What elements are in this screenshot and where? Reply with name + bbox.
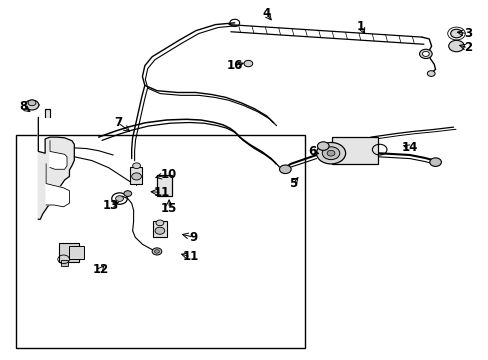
Text: 11: 11	[153, 186, 170, 199]
Circle shape	[316, 143, 345, 164]
Text: 9: 9	[189, 231, 197, 244]
Text: 14: 14	[401, 141, 417, 154]
Circle shape	[244, 60, 252, 67]
Bar	[16, 135, 305, 348]
Circle shape	[322, 147, 339, 159]
Circle shape	[427, 71, 434, 76]
Text: 16: 16	[226, 59, 243, 72]
Circle shape	[326, 150, 334, 156]
Text: 12: 12	[93, 263, 109, 276]
Circle shape	[317, 142, 328, 150]
Text: 2: 2	[463, 41, 471, 54]
Circle shape	[123, 191, 131, 197]
Text: 1: 1	[356, 20, 365, 33]
Circle shape	[156, 220, 163, 226]
Polygon shape	[50, 141, 67, 169]
Circle shape	[448, 40, 463, 52]
Text: 8: 8	[19, 100, 27, 113]
Circle shape	[155, 227, 164, 234]
Circle shape	[279, 165, 290, 174]
Circle shape	[429, 158, 441, 166]
Circle shape	[131, 173, 141, 180]
Circle shape	[154, 249, 159, 253]
Bar	[130, 167, 142, 184]
Bar	[331, 137, 377, 164]
Circle shape	[152, 248, 162, 255]
Circle shape	[419, 49, 431, 59]
Text: 5: 5	[288, 177, 297, 190]
Bar	[69, 246, 84, 258]
Circle shape	[132, 163, 140, 168]
Circle shape	[25, 100, 39, 110]
Text: 7: 7	[114, 116, 122, 129]
Text: 11: 11	[183, 250, 199, 263]
Circle shape	[28, 100, 36, 106]
Text: 6: 6	[308, 145, 316, 158]
Circle shape	[116, 196, 123, 202]
Bar	[59, 243, 79, 262]
Bar	[61, 260, 68, 266]
Polygon shape	[38, 117, 74, 219]
Text: 15: 15	[161, 202, 177, 215]
Text: 3: 3	[463, 27, 471, 40]
Text: 4: 4	[262, 8, 270, 21]
Circle shape	[450, 29, 461, 38]
Polygon shape	[45, 109, 50, 117]
Polygon shape	[46, 164, 69, 207]
Text: 10: 10	[161, 168, 177, 181]
Bar	[153, 221, 166, 237]
Text: 13: 13	[102, 198, 119, 212]
Bar	[157, 175, 171, 196]
Circle shape	[422, 51, 428, 57]
